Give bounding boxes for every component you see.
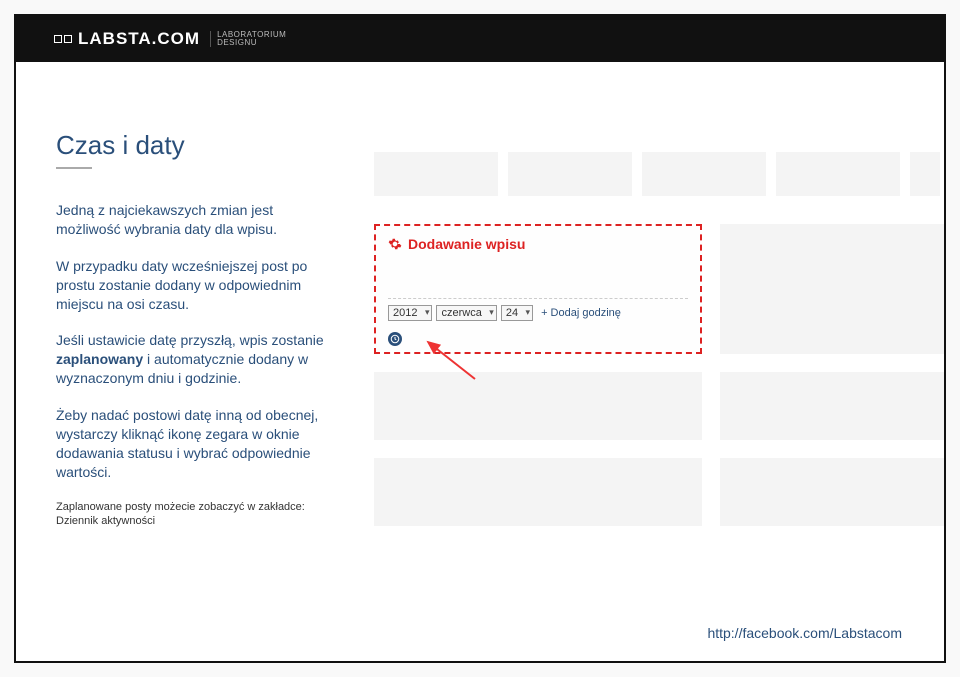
title-underline	[56, 167, 92, 169]
post-composer[interactable]: Dodawanie wpisu 2012 czerwca 24 + Dodaj …	[374, 224, 702, 354]
page-title: Czas i daty	[56, 130, 336, 161]
header-bar: LABSTA.COM LABORATORIUM DESIGNU	[16, 16, 944, 62]
mockup-area: Dodawanie wpisu 2012 czerwca 24 + Dodaj …	[374, 152, 944, 661]
month-select[interactable]: czerwca	[436, 305, 496, 321]
content-row-2	[374, 372, 944, 440]
day-select[interactable]: 24	[501, 305, 533, 321]
footer-url[interactable]: http://facebook.com/Labstacom	[707, 625, 902, 641]
note-line2: Dziennik aktywności	[56, 515, 155, 527]
p3-pre: Jeśli ustawicie datę przyszłą, wpis zost…	[56, 332, 324, 348]
content-row-1: Dodawanie wpisu 2012 czerwca 24 + Dodaj …	[374, 224, 944, 354]
composer-title: Dodawanie wpisu	[408, 236, 525, 252]
timeline-tile	[374, 152, 498, 196]
placeholder-card	[374, 372, 702, 440]
brand-tagline: LABORATORIUM DESIGNU	[210, 31, 286, 47]
logo-squares-icon	[54, 35, 72, 43]
add-time-link[interactable]: + Dodaj godzinę	[541, 307, 621, 319]
tagline-line2: DESIGNU	[217, 39, 286, 47]
page-frame: LABSTA.COM LABORATORIUM DESIGNU Czas i d…	[14, 14, 946, 663]
article-column: Czas i daty Jedną z najciekawszych zmian…	[56, 130, 336, 528]
year-select[interactable]: 2012	[388, 305, 432, 321]
footnote: Zaplanowane posty możecie zobaczyć w zak…	[56, 500, 336, 529]
brand-logo: LABSTA.COM	[54, 29, 200, 49]
placeholder-card	[720, 224, 944, 354]
timeline-tile	[508, 152, 632, 196]
placeholder-card	[374, 458, 702, 526]
composer-header: Dodawanie wpisu	[388, 236, 688, 252]
placeholder-card	[720, 372, 944, 440]
note-line1: Zaplanowane posty możecie zobaczyć w zak…	[56, 501, 305, 513]
paragraph-3: Jeśli ustawicie datę przyszłą, wpis zost…	[56, 331, 336, 388]
timeline-tile	[910, 152, 940, 196]
content-row-3	[374, 458, 944, 526]
date-selector-row: 2012 czerwca 24 + Dodaj godzinę	[388, 298, 688, 321]
content-area: Czas i daty Jedną z najciekawszych zmian…	[16, 62, 944, 661]
brand-name: LABSTA.COM	[78, 29, 200, 49]
p3-bold: zaplanowany	[56, 351, 143, 367]
timeline-tile	[776, 152, 900, 196]
settings-gear-icon	[388, 237, 402, 251]
paragraph-2: W przypadku daty wcześniejszej post po p…	[56, 257, 336, 314]
timeline-tile	[642, 152, 766, 196]
timeline-tiles	[374, 152, 944, 196]
paragraph-4: Żeby nadać postowi datę inną od obecnej,…	[56, 406, 336, 482]
placeholder-card	[720, 458, 944, 526]
paragraph-1: Jedną z najciekawszych zmian jest możliw…	[56, 201, 336, 239]
clock-icon[interactable]	[388, 332, 402, 346]
